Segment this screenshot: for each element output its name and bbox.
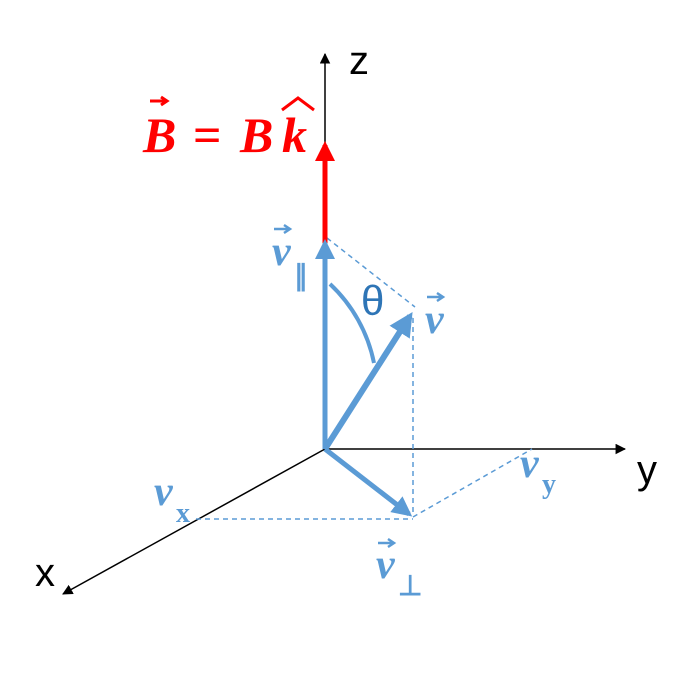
vy-label: v y xyxy=(520,441,556,500)
v-vector xyxy=(322,311,413,451)
v-perp-label-symbol: v xyxy=(376,542,396,588)
v-parallel-label-subscript: ∥ xyxy=(294,261,308,292)
v-label-vector-arrow xyxy=(427,291,446,303)
v-perp-label-vector-arrow xyxy=(378,537,397,549)
vx-label-symbol: v xyxy=(154,469,174,515)
v-perp-label: v ⊥ xyxy=(376,537,422,602)
vx-label: v x xyxy=(154,469,190,529)
theta-arc xyxy=(328,282,376,364)
dash-vy-component xyxy=(412,448,533,518)
v-label-symbol: v xyxy=(425,297,445,343)
theta-label: θ xyxy=(361,277,384,324)
vy-label-subscript: y xyxy=(542,469,556,500)
vy-label-symbol: v xyxy=(520,441,540,487)
unit-hat-icon xyxy=(281,96,315,112)
v-perp-vector xyxy=(323,447,413,517)
projection-dashes xyxy=(196,237,533,520)
field-label-equals: = xyxy=(193,107,222,163)
v-parallel-label-symbol: v xyxy=(272,229,292,275)
v-perp-label-subscript: ⊥ xyxy=(398,571,422,602)
field-equation: B = B k xyxy=(142,95,315,163)
v-label: v xyxy=(425,291,446,343)
field-label-rhs-unit: k xyxy=(282,107,307,163)
x-axis-label: x xyxy=(35,551,55,595)
field-lhs-vector-arrow xyxy=(150,95,170,107)
v-parallel-label-vector-arrow xyxy=(274,223,293,235)
field-label-lhs: B xyxy=(142,107,176,163)
vx-label-subscript: x xyxy=(176,498,190,529)
x-axis xyxy=(62,448,326,595)
y-axis-label: y xyxy=(637,448,657,492)
dash-parallel-to-v xyxy=(326,237,416,308)
field-label-rhs-magnitude: B xyxy=(239,107,273,163)
z-axis-label: z xyxy=(349,39,369,83)
v-parallel-label: v ∥ xyxy=(272,223,308,292)
